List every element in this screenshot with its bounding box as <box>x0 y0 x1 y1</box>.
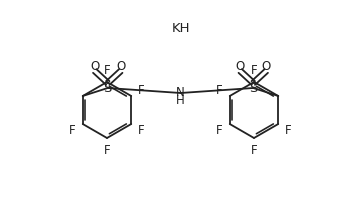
Text: N: N <box>176 86 185 99</box>
Text: KH: KH <box>172 22 190 35</box>
Text: F: F <box>216 83 223 96</box>
Text: S: S <box>249 82 257 95</box>
Text: H: H <box>176 95 185 108</box>
Text: O: O <box>90 59 99 72</box>
Text: F: F <box>216 124 223 137</box>
Text: O: O <box>262 59 271 72</box>
Text: F: F <box>251 144 257 157</box>
Text: F: F <box>138 83 145 96</box>
Text: F: F <box>104 63 110 76</box>
Text: O: O <box>236 59 245 72</box>
Text: F: F <box>69 124 76 137</box>
Text: F: F <box>104 144 110 157</box>
Text: F: F <box>285 124 292 137</box>
Text: S: S <box>104 82 112 95</box>
Text: F: F <box>251 63 257 76</box>
Text: O: O <box>116 59 125 72</box>
Text: F: F <box>138 124 145 137</box>
